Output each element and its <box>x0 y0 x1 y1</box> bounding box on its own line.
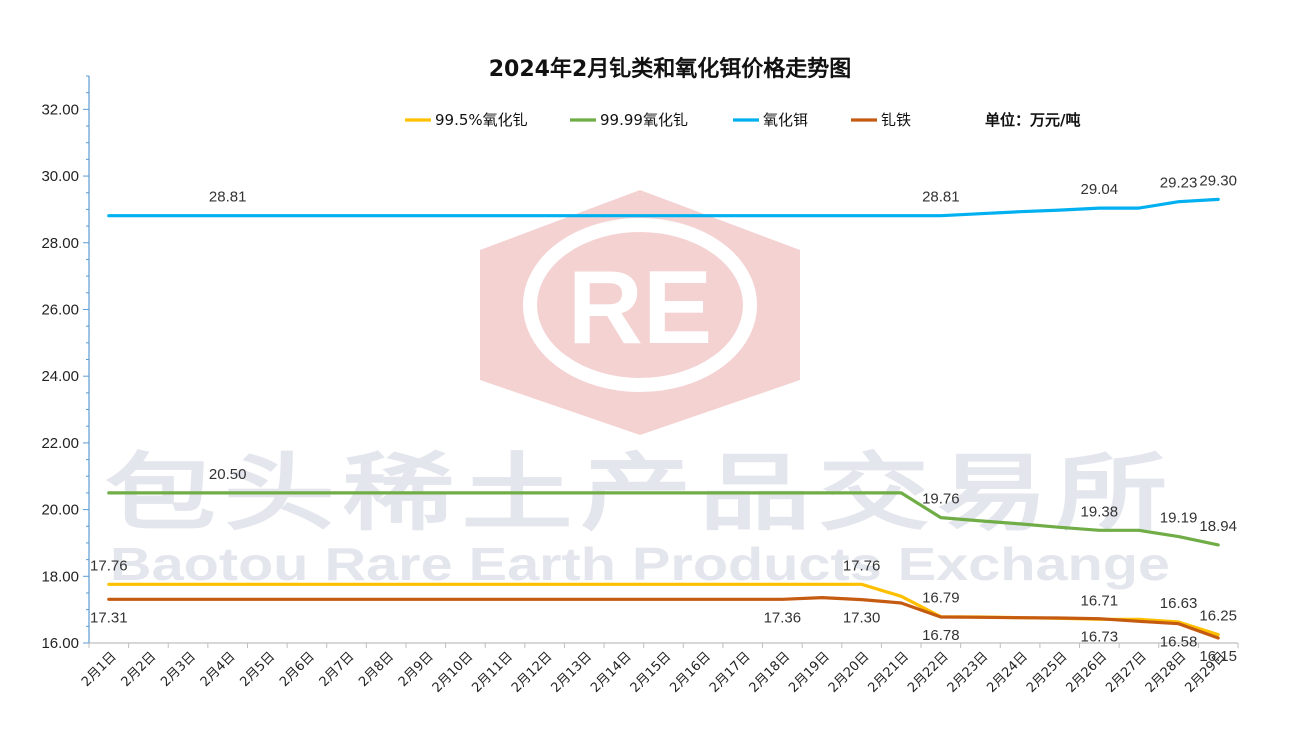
data-label: 16.63 <box>1160 595 1198 612</box>
series-line-3 <box>107 197 1220 218</box>
x-tick-label: 2月27日 <box>1103 649 1150 696</box>
watermark: RE 包头稀土产品交易所 Baotou Rare Earth Products … <box>105 190 1170 590</box>
y-tick-label: 18.00 <box>41 568 79 585</box>
x-tick-label: 2月25日 <box>1024 649 1071 696</box>
data-label: 29.04 <box>1081 181 1119 198</box>
y-tick-label: 32.00 <box>41 101 79 118</box>
series-line-2 <box>107 491 1220 547</box>
data-label: 17.36 <box>764 609 802 626</box>
data-label: 19.19 <box>1160 510 1198 527</box>
x-tick-label: 2月19日 <box>786 649 833 696</box>
x-tick-label: 2月6日 <box>277 649 318 690</box>
x-tick-label: 2月20日 <box>826 649 873 696</box>
x-tick-label: 2月26日 <box>1064 649 1111 696</box>
data-label: 16.25 <box>1199 608 1237 625</box>
y-tick-label: 20.00 <box>41 502 79 519</box>
data-label: 20.50 <box>209 466 247 483</box>
legend-label: 氧化铒 <box>763 111 808 129</box>
watermark-logo-ring <box>523 218 757 392</box>
x-tick-label: 2月11日 <box>469 649 516 696</box>
y-tick-label: 22.00 <box>41 435 79 452</box>
x-tick-label: 2月17日 <box>707 649 754 696</box>
watermark-logo-text: RE <box>568 250 712 366</box>
x-tick-label: 2月24日 <box>984 649 1031 696</box>
legend: 99.5%氧化钆 99.99氧化钆 氧化铒 钆铁 <box>405 111 911 129</box>
x-tick-label: 2月18日 <box>747 649 794 696</box>
series-line-1 <box>107 582 1220 637</box>
x-tick-label: 2月10日 <box>430 649 477 696</box>
unit-label: 单位：万元/吨 <box>985 111 1080 129</box>
data-label: 16.78 <box>922 627 960 644</box>
data-label: 28.81 <box>209 189 247 206</box>
x-tick-label: 2月15日 <box>628 649 675 696</box>
x-tick-label: 2月22日 <box>905 649 952 696</box>
x-tick-label: 2月2日 <box>119 649 160 690</box>
data-label: 16.15 <box>1199 648 1237 665</box>
y-tick-label: 24.00 <box>41 368 79 385</box>
x-tick-label: 2月21日 <box>866 649 913 696</box>
x-tick-label: 2月5日 <box>237 649 278 690</box>
x-tick-label: 2月3日 <box>158 649 199 690</box>
x-tick-label: 2月7日 <box>317 649 358 690</box>
x-tick-label: 2月23日 <box>945 649 992 696</box>
y-tick-label: 16.00 <box>41 635 79 652</box>
data-label: 17.31 <box>90 609 128 626</box>
data-label: 16.71 <box>1081 592 1119 609</box>
data-label: 19.76 <box>922 491 960 508</box>
y-tick-label: 26.00 <box>41 301 79 318</box>
data-label: 16.79 <box>922 590 960 607</box>
x-tick-label: 2月1日 <box>79 649 120 690</box>
series-line-4 <box>107 595 1220 640</box>
legend-label: 99.99氧化钆 <box>600 111 688 129</box>
chart-title: 2024年2月钆类和氧化铒价格走势图 <box>489 56 852 82</box>
data-label: 17.76 <box>843 557 881 574</box>
data-label: 19.38 <box>1081 503 1119 520</box>
data-label: 17.30 <box>843 610 881 627</box>
x-tick-label: 2月14日 <box>588 649 635 696</box>
data-label: 29.30 <box>1199 172 1237 189</box>
data-label: 18.94 <box>1199 518 1237 535</box>
legend-label: 钆铁 <box>881 111 911 129</box>
x-tick-label: 2月28日 <box>1143 649 1190 696</box>
x-tick-label: 2月12日 <box>509 649 556 696</box>
data-label: 16.58 <box>1160 634 1198 651</box>
legend-label: 99.5%氧化钆 <box>435 111 528 129</box>
y-tick-label: 28.00 <box>41 235 79 252</box>
data-label: 29.23 <box>1160 175 1198 192</box>
series-layer <box>107 197 1220 640</box>
y-tick-label: 30.00 <box>41 168 79 185</box>
x-tick-label: 2月8日 <box>356 649 397 690</box>
x-tick-label: 2月4日 <box>198 649 239 690</box>
data-label: 16.73 <box>1081 629 1119 646</box>
watermark-en-text: Baotou Rare Earth Products Exchange <box>110 538 1170 590</box>
x-tick-label: 2月13日 <box>549 649 596 696</box>
x-tick-label: 2月16日 <box>667 649 714 696</box>
data-label: 28.81 <box>922 189 960 206</box>
data-label: 17.76 <box>90 557 128 574</box>
